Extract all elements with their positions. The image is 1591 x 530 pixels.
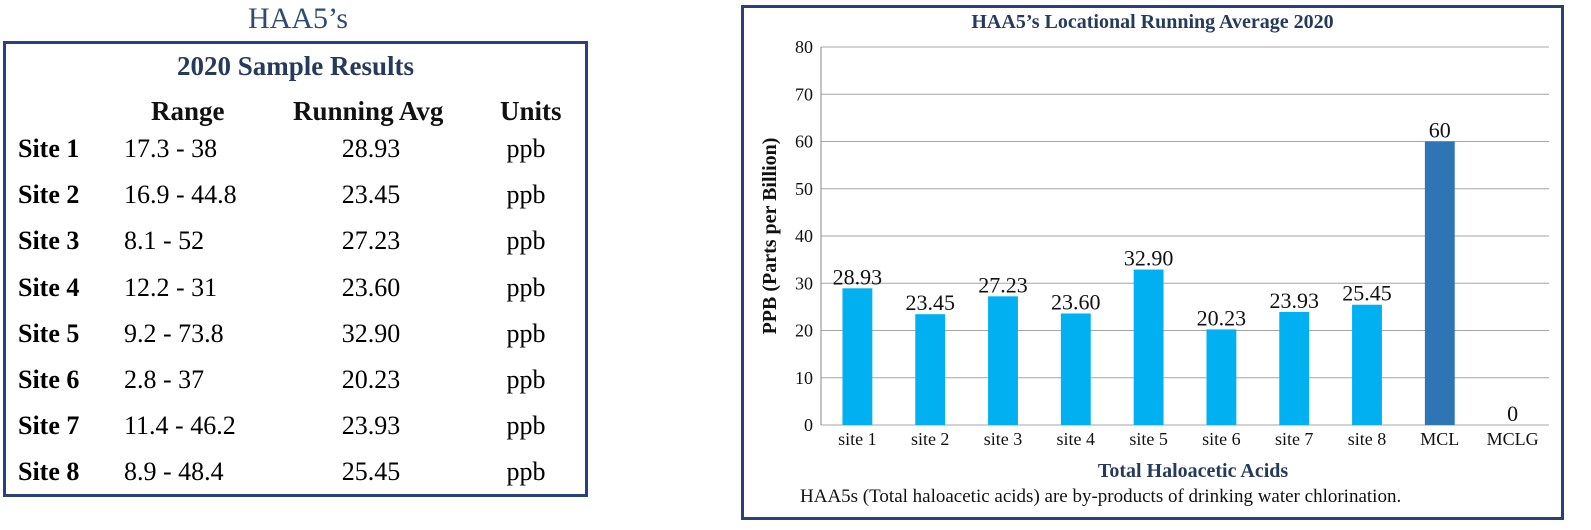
chart-title: HAA5’s Locational Running Average 2020	[971, 11, 1334, 33]
bar	[842, 288, 873, 425]
data-label: 60	[1429, 118, 1451, 143]
range-value: 8.9 - 48.4	[124, 457, 224, 487]
site-label: Site 5	[18, 318, 80, 348]
y-tick-label: 60	[795, 132, 813, 152]
avg-value: 28.93	[341, 134, 401, 163]
avg-value: 27.23	[341, 226, 401, 256]
table-row: Site 3 8.1 - 52 27.23 ppb	[6, 226, 585, 266]
data-label: 23.60	[1051, 289, 1101, 314]
range-value: 8.1 - 52	[124, 226, 205, 256]
site-label: Site 7	[18, 411, 80, 441]
table-row: Site 1 17.3 - 38 28.93 ppb	[6, 134, 585, 174]
avg-value: 23.45	[341, 180, 401, 210]
bar	[915, 314, 946, 425]
range-value: 9.2 - 73.8	[124, 318, 224, 348]
site-label: Site 2	[18, 180, 80, 210]
data-label: 23.93	[1269, 288, 1319, 313]
table-row: Site 8 8.9 - 48.4 25.45 ppb	[6, 457, 585, 497]
table-row: Site 2 16.9 - 44.8 23.45 ppb	[6, 180, 585, 220]
x-tick-label: MCL	[1420, 429, 1459, 449]
x-axis-title: Total Haloacetic Acids	[1098, 460, 1289, 482]
chart-note: HAA5s (Total haloacetic acids) are by-pr…	[800, 486, 1402, 507]
x-tick-label: site 5	[1129, 429, 1168, 449]
table-row: Site 7 11.4 - 46.2 23.93 ppb	[6, 411, 585, 451]
x-tick-label: MCLG	[1487, 429, 1539, 449]
header-range: Range	[151, 96, 225, 126]
table-subtitle: 2020 Sample Results	[176, 51, 414, 81]
sample-results-table: 2020 Sample Results Range Running Avg Un…	[3, 41, 588, 497]
avg-value: 23.93	[341, 411, 401, 441]
data-label: 25.45	[1342, 281, 1392, 306]
range-value: 2.8 - 37	[124, 365, 205, 394]
y-tick-label: 40	[795, 226, 813, 246]
x-tick-label: site 8	[1348, 429, 1387, 449]
y-tick-label: 0	[804, 415, 813, 435]
x-tick-label: site 3	[984, 429, 1023, 449]
data-label: 20.23	[1197, 305, 1247, 330]
table-row: Site 6 2.8 - 37 20.23 ppb	[6, 365, 585, 405]
range-value: 11.4 - 46.2	[124, 411, 236, 441]
x-tick-label: site 2	[911, 429, 950, 449]
bar	[1424, 141, 1455, 425]
data-label: 32.90	[1124, 246, 1174, 271]
data-label: 28.93	[833, 264, 883, 289]
avg-value: 23.60	[341, 272, 401, 302]
range-value: 16.9 - 44.8	[124, 180, 237, 210]
unit-value: ppb	[506, 180, 546, 210]
unit-value: ppb	[506, 365, 546, 394]
x-tick-label: site 4	[1057, 429, 1096, 449]
y-tick-label: 70	[795, 84, 813, 104]
site-label: Site 6	[18, 365, 80, 394]
y-axis-title: PPB (Parts per Billion)	[759, 138, 781, 335]
range-value: 12.2 - 31	[124, 272, 218, 302]
x-tick-label: site 6	[1202, 429, 1241, 449]
header-units: Units	[500, 96, 562, 126]
site-label: Site 4	[18, 272, 80, 302]
unit-value: ppb	[506, 134, 546, 163]
unit-value: ppb	[506, 226, 546, 256]
bar	[1206, 329, 1237, 425]
bar-chart: 0 10 20 30 40 50 60 70 80 28.93 site 1 23.45 site 2 2…	[759, 37, 1549, 482]
unit-value: ppb	[506, 411, 546, 441]
site-label: Site 1	[18, 134, 80, 163]
range-value: 17.3 - 38	[124, 134, 218, 163]
header-running-avg: Running Avg	[293, 96, 444, 126]
data-label: 23.45	[905, 290, 955, 315]
y-tick-label: 50	[795, 179, 813, 199]
unit-value: ppb	[506, 457, 546, 487]
table-row: Site 5 9.2 - 73.8 32.90 ppb	[6, 319, 585, 359]
site-label: Site 3	[18, 226, 80, 256]
table-row: Site 4 12.2 - 31 23.60 ppb	[6, 273, 585, 313]
bar	[1352, 304, 1382, 425]
unit-value: ppb	[506, 272, 546, 302]
y-tick-label: 80	[795, 37, 813, 57]
data-label: 27.23	[978, 272, 1028, 297]
x-tick-label: site 1	[838, 429, 877, 449]
bar	[1133, 269, 1164, 425]
bar	[988, 296, 1018, 425]
data-label: 0	[1507, 401, 1518, 426]
table-title: HAA5’s	[247, 2, 348, 35]
y-tick-label: 20	[795, 321, 813, 341]
x-tick-label: site 7	[1275, 429, 1314, 449]
avg-value: 25.45	[341, 457, 401, 487]
unit-value: ppb	[506, 318, 546, 348]
y-tick-label: 30	[795, 273, 813, 293]
avg-value: 20.23	[341, 365, 401, 394]
bar	[1060, 313, 1091, 425]
chart-panel: HAA5’s Locational Running Average 2020 0…	[741, 5, 1564, 520]
bar	[1279, 311, 1310, 425]
avg-value: 32.90	[341, 318, 401, 348]
y-tick-label: 10	[795, 368, 813, 388]
site-label: Site 8	[18, 457, 80, 487]
